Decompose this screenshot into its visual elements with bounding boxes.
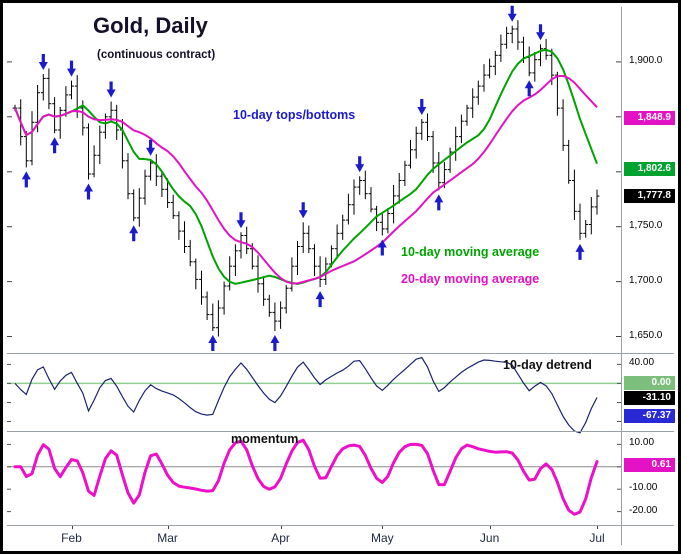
- panel-divider: [7, 431, 674, 432]
- ma10-label: 10-day moving average: [401, 245, 540, 259]
- month-tick: [280, 525, 282, 529]
- axis-tick-label: 1,750.0: [629, 219, 663, 231]
- month-label: Apr: [271, 531, 290, 545]
- axis-value-badge: 0.00: [624, 376, 675, 391]
- detrend-panel[interactable]: [7, 353, 621, 434]
- axis-value-badge: -31.10: [624, 391, 675, 406]
- axis-tick-label: 1,700.0: [629, 274, 663, 286]
- panel-divider: [7, 353, 674, 354]
- time-axis: Feb Mar Apr May Jun Jul: [7, 525, 621, 549]
- axis-value-badge: 1,777.8: [624, 189, 675, 204]
- axis-value-badge: 1,848.9: [624, 111, 675, 125]
- month-label: Jun: [479, 531, 500, 545]
- axis-tick-label: -20.00: [629, 504, 658, 516]
- axis-tick-label: 40.00: [629, 357, 655, 369]
- momentum-panel[interactable]: [7, 431, 621, 525]
- momentum-plot[interactable]: [7, 431, 621, 525]
- detrend-label: 10-day detrend: [503, 358, 592, 372]
- ma20-label: 20-day moving average: [401, 272, 540, 286]
- month-tick: [597, 525, 598, 529]
- month-label: Feb: [61, 531, 82, 545]
- month-tick: [489, 525, 491, 529]
- month-label: Mar: [157, 531, 178, 545]
- main-price-panel[interactable]: [7, 5, 621, 353]
- price-axis: 1,900.0 1,848.9 1,802.6 1,777.8 1,750.0 1,700…: [623, 7, 678, 547]
- chart-subtitle: (continuous contract): [97, 49, 216, 61]
- price-axis-divider: [621, 7, 622, 545]
- axis-tick-label: 1,650.0: [629, 329, 663, 341]
- momentum-label: momentum: [231, 432, 299, 446]
- detrend-plot[interactable]: [7, 353, 621, 434]
- axis-tick-label: 10.00: [629, 437, 655, 449]
- time-axis-divider: [7, 525, 674, 526]
- tops-bottoms-label: 10-day tops/bottoms: [233, 108, 356, 122]
- month-label: May: [370, 531, 394, 545]
- month-tick: [382, 525, 384, 529]
- axis-value-badge: 0.61: [624, 458, 675, 473]
- month-tick: [71, 525, 73, 529]
- axis-tick-label: 1,900.0: [629, 54, 663, 66]
- axis-value-badge: -67.37: [624, 408, 675, 423]
- axis-value-badge: 1,802.6: [624, 161, 675, 176]
- price-plot[interactable]: [7, 5, 621, 353]
- month-tick: [167, 525, 169, 529]
- chart-title: Gold, Daily: [93, 13, 208, 38]
- month-label: Jul: [589, 531, 605, 545]
- axis-tick-label: -10.00: [629, 482, 658, 494]
